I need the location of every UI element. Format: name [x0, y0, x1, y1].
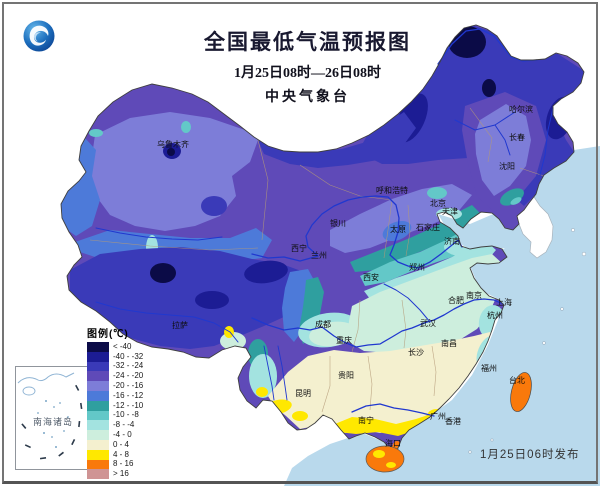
cma-logo-icon [23, 20, 55, 52]
legend-range-label: -16 - -12 [113, 390, 144, 400]
legend-row: -10 - -8 [87, 410, 143, 421]
legend-range-label: -32 - -24 [113, 361, 144, 371]
legend-row: -12 - -10 [87, 400, 144, 411]
inset-map [17, 372, 83, 460]
legend-swatch [87, 439, 109, 450]
legend-range-label: -20 - -16 [113, 381, 144, 391]
inset-label: 南海诸岛 [32, 417, 73, 427]
legend-range-label: -8 - -4 [113, 420, 135, 430]
legend-range-label: > 16 [113, 469, 129, 479]
legend-row: 4 - 8 [87, 449, 143, 460]
legend-title: 图例(℃) [87, 329, 129, 340]
legend-swatch [87, 459, 109, 470]
legend-swatch [87, 371, 109, 382]
page-title: 全国最低气温预报图 [204, 30, 411, 54]
legend-row: -32 - -24 [87, 361, 144, 372]
legend-row: > 16 [87, 469, 143, 480]
province-borders [89, 107, 545, 413]
legend-swatch [87, 469, 109, 480]
issue-time: 1月25日06时发布 [480, 449, 580, 461]
legend-swatch [87, 410, 109, 421]
title-block: 全国最低气温预报图 1月25日08时—26日08时 中央气象台 [15, 26, 600, 106]
legend-row: 8 - 16 [87, 459, 143, 470]
legend-swatch [87, 420, 109, 431]
nine-dash-line [21, 384, 83, 460]
temperature-legend: 图例(℃) < -40 -40 - -32 -32 - -24 -24 - -20 -2… [87, 325, 144, 480]
legend-row: -20 - -16 [87, 381, 143, 391]
legend-swatch [87, 361, 109, 372]
legend-row: 0 - 4 [87, 439, 143, 450]
legend-range-label: -10 - -8 [113, 410, 139, 420]
taiwan-island [510, 372, 532, 412]
legend-row: -16 - -12 [87, 390, 144, 401]
legend-range-label: -40 - -32 [113, 351, 144, 361]
legend-row: < -40 [87, 342, 143, 352]
legend-swatch [87, 400, 109, 411]
legend-range-label: < -40 [113, 341, 132, 351]
hainan-island [365, 445, 405, 473]
inset-islands [37, 400, 69, 448]
rivers [95, 28, 554, 417]
legend-range-label: -12 - -10 [113, 400, 144, 410]
legend-range-label: 4 - 8 [113, 449, 130, 459]
agency-name: 中央气象台 [265, 90, 350, 105]
legend-swatch [87, 381, 109, 391]
legend-row: -40 - -32 [87, 351, 144, 362]
legend-range-label: 0 - 4 [113, 439, 130, 449]
legend-swatch [87, 430, 109, 440]
legend-swatch [87, 342, 109, 352]
legend-rows: < -40 -40 - -32 -32 - -24 -24 - -20 -20 - -1… [87, 342, 144, 480]
legend-row: -4 - 0 [87, 430, 143, 440]
legend-swatch [87, 449, 109, 460]
legend-range-label: -4 - 0 [113, 430, 132, 440]
south-china-sea-inset: 南海诸岛 [15, 366, 91, 470]
legend-range-label: 8 - 16 [113, 459, 134, 469]
legend-row: -24 - -20 [87, 371, 144, 382]
legend-swatch [87, 390, 109, 401]
legend-swatch [87, 351, 109, 362]
legend-range-label: -24 - -20 [113, 371, 144, 381]
sea-islets [468, 228, 587, 454]
temperature-regions [61, 25, 584, 455]
legend-row: -8 - -4 [87, 420, 143, 431]
forecast-period: 1月25日08时—26日08时 [234, 66, 381, 81]
